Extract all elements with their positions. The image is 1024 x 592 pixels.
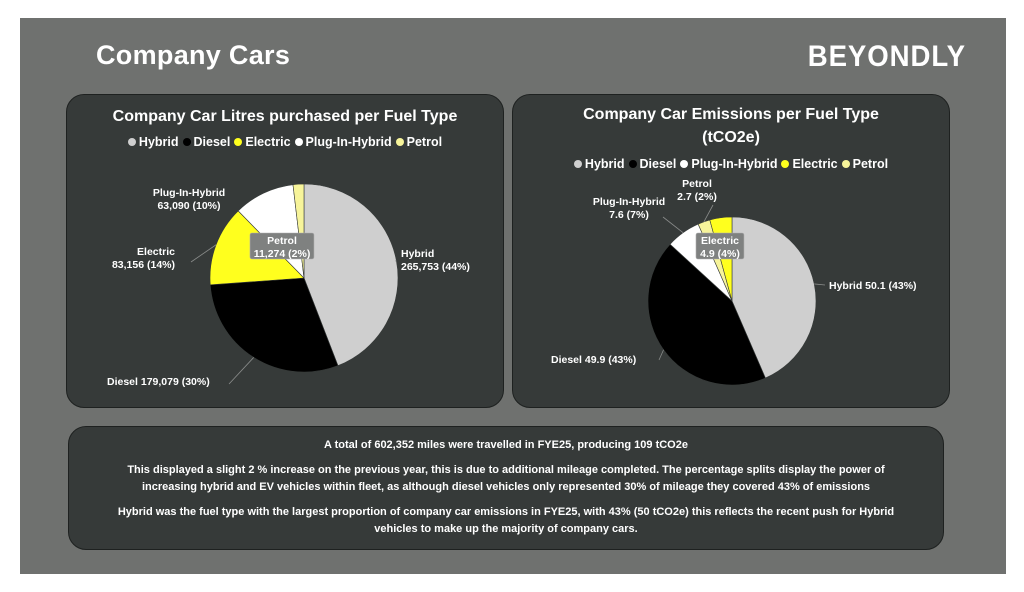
legend-label: Electric [792,157,838,171]
leader-line [228,357,255,385]
summary-line-1: A total of 602,352 miles were travelled … [324,439,688,451]
label-category: Plug-In-Hybrid [153,187,225,199]
legend-item-plug-in-hybrid: Plug-In-Hybrid [294,135,392,149]
label-value: 63,090 (10%) [157,200,220,212]
legend-swatch [573,160,582,168]
legend-label: Hybrid [138,135,179,149]
summary-line-3: Hybrid was the fuel type with the larges… [117,506,895,535]
summary-panel: A total of 602,352 miles were travelled … [68,426,944,550]
legend-item-electric: Electric [234,135,291,149]
legend-label: Diesel [639,157,677,171]
legend-item-plug-in-hybrid: Plug-In-Hybrid [680,157,777,171]
legend-swatch [395,138,404,146]
legend-label: Petrol [406,135,443,149]
label-category: Electric [701,235,739,247]
label-value: 7.6 (7%) [609,209,649,221]
chart-legend: Hybrid Diesel Plug-In-Hybrid Electric Petrol [513,157,949,171]
leader-line [662,216,684,234]
chart-title: Company Car Litres purchased per Fuel Ty… [112,108,458,125]
litres-chart-panel: Company Car Litres purchased per Fuel Ty… [66,94,504,408]
legend-swatch [127,138,136,146]
label-category: Petrol [267,235,297,247]
label-category: Electric [137,246,175,258]
label-box [695,232,745,260]
label-category: Petrol [682,178,712,190]
label-value: 83,156 (14%) [112,259,175,271]
label-value: 2.7 (2%) [677,191,717,203]
pie-slice-hybrid [731,216,817,379]
legend-swatch [781,160,790,168]
pie-chart-emissions: Hybrid 50.1 (43%) Diesel 49.9 (43%) Plug-I… [551,178,917,386]
legend-item-electric: Electric [781,157,838,171]
label-category: Hybrid [401,248,434,260]
legend-item-hybrid: Hybrid [573,157,625,171]
legend-label: Electric [245,135,291,149]
chart-title: Company Car Emissions per Fuel Type (tCO… [583,106,879,146]
legend-label: Petrol [852,157,889,171]
label-category: Hybrid 50.1 (43%) [829,280,917,292]
leader-line [190,244,217,263]
legend-swatch [841,160,850,168]
leader-line [703,204,714,223]
label-category: Diesel 49.9 (43%) [551,354,636,366]
chart-legend: Hybrid Diesel Electric Plug-In-Hybrid Petrol [67,135,503,149]
brand-logo: BEYONDLY [807,40,966,73]
leader-line [814,283,826,286]
summary-line-2: This displayed a slight 2 % increase on … [127,464,885,493]
legend-swatch [182,138,191,146]
label-value: 265,753 (44%) [401,261,470,273]
legend-swatch [234,138,243,146]
legend-label: Plug-In-Hybrid [691,157,778,171]
pie-slice-diesel [209,277,339,373]
legend-swatch [294,138,303,146]
legend-label: Diesel [193,135,231,149]
legend-item-hybrid: Hybrid [127,135,179,149]
leader-line [658,349,664,361]
label-category: Diesel 179,079 (30%) [107,376,210,388]
slide-background: Company Cars BEYONDLY Company Car Litres… [20,18,1006,574]
data-label-diesel: Diesel 49.9 (43%) [551,349,664,366]
data-label-diesel: Diesel 179,079 (30%) [107,357,255,388]
label-box [249,232,315,260]
label-category: Plug-In-Hybrid [593,196,665,208]
legend-label: Hybrid [584,157,625,171]
label-value: 4.9 (4%) [700,248,740,260]
page-title: Company Cars [96,40,291,70]
legend-item-petrol: Petrol [395,135,443,149]
legend-item-petrol: Petrol [841,157,889,171]
emissions-chart-panel: Company Car Emissions per Fuel Type (tCO… [512,94,950,408]
legend-label: Plug-In-Hybrid [305,135,392,149]
label-value: 11,274 (2%) [254,248,311,260]
data-label-hybrid: Hybrid 50.1 (43%) [814,280,917,292]
legend-item-diesel: Diesel [182,135,231,149]
legend-swatch [628,160,637,168]
legend-swatch [680,160,689,168]
legend-item-diesel: Diesel [628,157,677,171]
